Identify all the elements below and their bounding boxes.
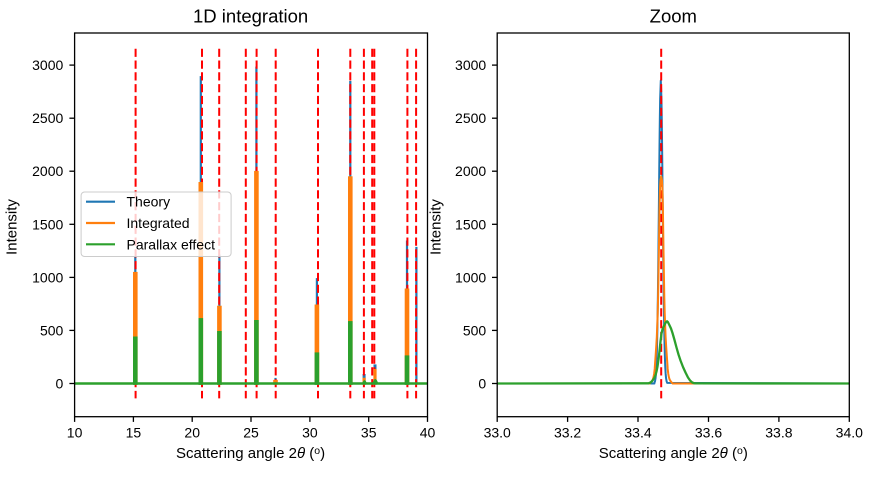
svg-text:3000: 3000	[32, 57, 63, 73]
svg-text:1000: 1000	[455, 269, 486, 285]
svg-text:1000: 1000	[32, 269, 63, 285]
svg-text:500: 500	[463, 322, 487, 338]
svg-text:15: 15	[126, 425, 142, 441]
svg-text:2000: 2000	[32, 163, 63, 179]
svg-text:33.0: 33.0	[484, 425, 511, 441]
svg-text:Integrated: Integrated	[127, 215, 190, 231]
svg-text:Zoom: Zoom	[650, 6, 697, 27]
svg-text:10: 10	[67, 425, 83, 441]
svg-text:40: 40	[420, 425, 436, 441]
svg-text:20: 20	[184, 425, 200, 441]
svg-text:Parallax effect: Parallax effect	[127, 236, 216, 252]
svg-text:33.4: 33.4	[624, 425, 651, 441]
svg-text:0: 0	[478, 376, 486, 392]
svg-text:25: 25	[243, 425, 259, 441]
svg-text:Theory: Theory	[127, 194, 171, 210]
svg-text:2000: 2000	[455, 163, 486, 179]
svg-text:Intensity: Intensity	[4, 199, 21, 255]
svg-text:Scattering angle 2θ (o): Scattering angle 2θ (o)	[599, 445, 748, 462]
svg-text:33.8: 33.8	[765, 425, 792, 441]
svg-text:1D integration: 1D integration	[193, 6, 308, 27]
svg-text:3000: 3000	[455, 57, 486, 73]
svg-text:30: 30	[302, 425, 318, 441]
svg-text:500: 500	[40, 322, 64, 338]
svg-text:1500: 1500	[455, 216, 486, 232]
svg-text:2500: 2500	[455, 110, 486, 126]
svg-text:33.2: 33.2	[554, 425, 581, 441]
svg-text:2500: 2500	[32, 110, 63, 126]
svg-text:35: 35	[361, 425, 377, 441]
svg-text:34.0: 34.0	[836, 425, 863, 441]
svg-text:Scattering angle 2θ (o): Scattering angle 2θ (o)	[176, 445, 325, 462]
svg-text:33.6: 33.6	[695, 425, 722, 441]
svg-text:0: 0	[56, 376, 64, 392]
svg-text:1500: 1500	[32, 216, 63, 232]
svg-text:Intensity: Intensity	[428, 199, 445, 255]
